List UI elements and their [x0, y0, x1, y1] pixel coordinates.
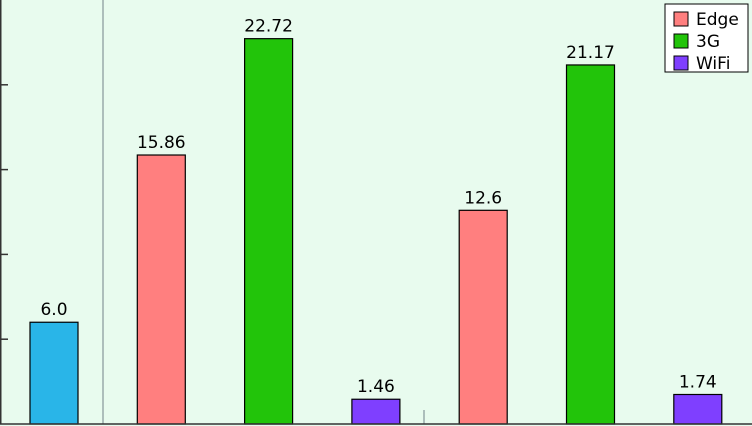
bar	[29, 321, 79, 425]
bar	[136, 154, 186, 425]
bar	[565, 64, 616, 425]
value-label: 15.86	[137, 133, 186, 153]
legend-swatch	[673, 11, 689, 27]
value-label: 1.74	[679, 372, 717, 392]
value-label: 12.6	[464, 188, 502, 208]
value-label: 6.0	[40, 300, 67, 320]
legend-swatch	[673, 55, 689, 71]
legend-swatch	[673, 33, 689, 49]
bar	[673, 393, 723, 425]
bar	[244, 38, 294, 425]
legend-label: Edge	[696, 10, 739, 30]
legend-label: 3G	[696, 32, 720, 52]
bar	[351, 398, 401, 425]
value-label: 1.46	[357, 377, 395, 397]
value-label: 21.17	[566, 43, 615, 63]
bar	[458, 209, 508, 425]
value-label: 22.72	[244, 17, 293, 37]
legend-label: WiFi	[696, 54, 730, 74]
